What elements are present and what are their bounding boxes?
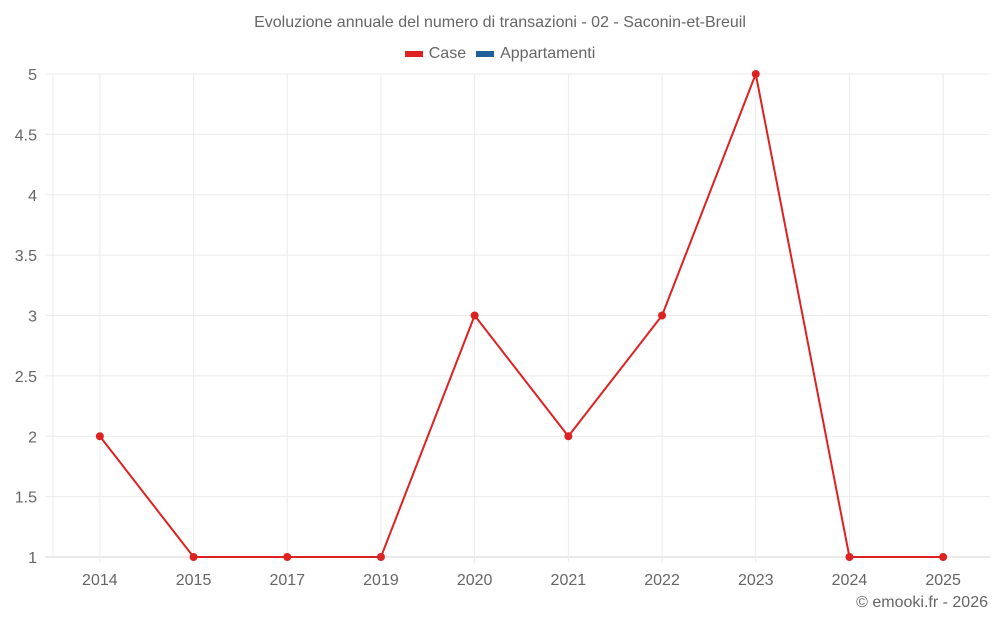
y-tick-label: 2.5: [15, 369, 37, 386]
data-point[interactable]: [189, 553, 198, 561]
x-tick-label: 2022: [644, 572, 680, 589]
chart-legend: Case Appartamenti: [0, 45, 1000, 63]
x-tick-label: 2025: [925, 572, 961, 589]
data-point[interactable]: [658, 311, 667, 320]
legend-label-case: Case: [428, 45, 467, 62]
credit-text: © emooki.fr - 2026: [856, 594, 988, 611]
legend-item-case[interactable]: Case: [404, 45, 467, 63]
y-tick-label: 4: [28, 188, 37, 205]
chart-title: Evoluzione annuale del numero di transaz…: [254, 14, 746, 31]
series-case: [95, 70, 948, 561]
y-tick-label: 3.5: [15, 248, 37, 265]
y-tick-label: 3: [28, 309, 37, 326]
grid-lines: [45, 73, 990, 563]
data-point[interactable]: [939, 553, 948, 561]
data-point[interactable]: [845, 553, 854, 561]
x-tick-label: 2023: [738, 572, 774, 589]
data-point[interactable]: [376, 553, 385, 561]
data-point[interactable]: [564, 432, 573, 441]
data-point[interactable]: [751, 70, 760, 78]
x-tick-label: 2019: [363, 572, 399, 589]
y-tick-label: 1: [28, 550, 37, 567]
x-tick-label: 2014: [82, 572, 118, 589]
x-tick-label: 2024: [832, 572, 868, 589]
x-tick-label: 2017: [269, 572, 305, 589]
x-tick-label: 2020: [457, 572, 493, 589]
y-tick-label: 4.5: [15, 127, 37, 144]
legend-swatch-case: [404, 51, 423, 57]
y-axis-labels: 1 1.5 2 2.5 3 3.5 4 4.5 5: [15, 67, 37, 567]
y-tick-label: 1.5: [15, 490, 37, 507]
x-tick-label: 2021: [551, 572, 587, 589]
legend-swatch-appartamenti: [476, 51, 495, 57]
y-tick-label: 2: [28, 429, 37, 446]
x-axis-labels: 2014 2015 2017 2019 2020 2021 2022 2023 2024 2025: [82, 572, 961, 589]
y-tick-label: 5: [28, 67, 37, 84]
legend-label-appartamenti: Appartamenti: [500, 45, 596, 62]
legend-item-appartamenti[interactable]: Appartamenti: [476, 45, 595, 63]
x-tick-label: 2015: [176, 572, 212, 589]
data-point[interactable]: [95, 432, 104, 441]
data-point[interactable]: [470, 311, 479, 320]
data-point[interactable]: [283, 553, 292, 561]
